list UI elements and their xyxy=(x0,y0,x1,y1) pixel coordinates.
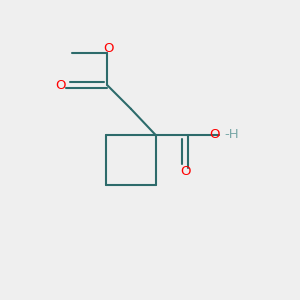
Text: O: O xyxy=(180,165,190,178)
Text: O: O xyxy=(103,42,113,55)
Text: O: O xyxy=(209,128,220,141)
Text: -H: -H xyxy=(224,128,239,141)
Text: O: O xyxy=(55,79,65,92)
